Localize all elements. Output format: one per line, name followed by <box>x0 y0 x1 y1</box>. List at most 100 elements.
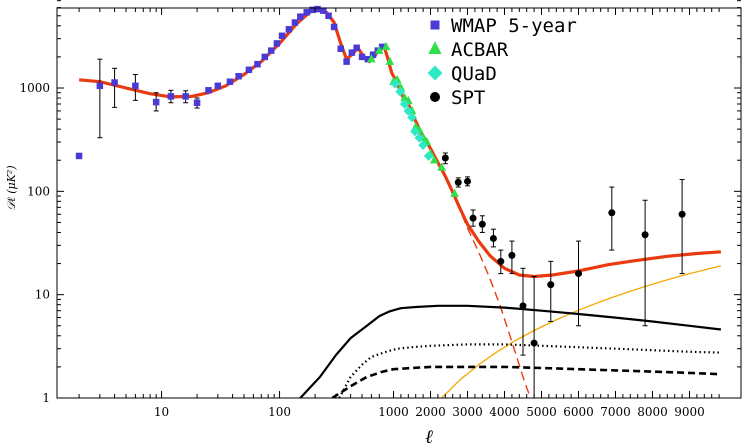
wmap-5-year-point <box>348 49 356 56</box>
y-tick-label: 1 <box>42 391 50 405</box>
spt-point <box>530 339 538 347</box>
spt-point <box>508 251 516 259</box>
spt-point <box>547 281 555 289</box>
spt-point <box>519 302 527 310</box>
wmap-5-year-point <box>309 6 316 14</box>
wmap-5-year-point <box>226 78 234 85</box>
x-tick-label: 100 <box>268 405 291 419</box>
wmap-5-year-point <box>75 152 83 160</box>
wmap-5-year-point <box>378 43 386 51</box>
wmap-5-year-point <box>152 98 160 106</box>
x-tick-label: 1000 <box>378 405 409 419</box>
wmap-5-year-point <box>369 51 377 58</box>
spt-point <box>489 234 497 242</box>
spt-point <box>497 257 505 265</box>
wmap-5-year-point <box>235 72 242 80</box>
spt-point <box>678 210 686 218</box>
quad-point <box>399 99 410 109</box>
wmap-5-year-point <box>343 58 350 65</box>
wmap-5-year-point <box>214 82 222 90</box>
wmap-5-year-point <box>303 9 310 16</box>
model-curve-dashed-thin <box>444 175 532 398</box>
wmap-5-year-point <box>314 5 321 13</box>
acbar-point <box>381 41 391 51</box>
quad-point <box>403 106 414 116</box>
x-tick-label: 10 <box>154 405 169 419</box>
legend-label: ACBAR <box>451 39 509 61</box>
x-tick-label: 5000 <box>526 405 557 419</box>
quad-point <box>414 132 425 143</box>
legend-label: QUaD <box>451 63 497 85</box>
spt-point <box>464 177 472 185</box>
x-tick-label: 6000 <box>563 405 594 419</box>
legend-marker <box>430 20 440 30</box>
legend-item: QUaD <box>427 63 497 85</box>
wmap-5-year-point <box>297 13 304 20</box>
wmap-5-year-point <box>261 53 269 61</box>
legend-marker <box>427 65 443 81</box>
wmap-5-year-point <box>291 19 299 26</box>
acbar-point <box>367 54 376 63</box>
data-points <box>75 5 686 347</box>
x-tick-label: 3000 <box>452 405 483 419</box>
wmap-5-year-point <box>254 60 261 68</box>
model-curve-solid-thin <box>441 265 722 398</box>
acbar-point <box>385 56 395 65</box>
acbar-point <box>437 162 446 171</box>
x-tick-label: 4000 <box>489 405 520 419</box>
acbar-point <box>374 45 384 54</box>
quad-point <box>390 78 401 89</box>
wmap-5-year-point <box>320 7 327 14</box>
model-curve-dotted <box>338 343 721 398</box>
x-axis-label: ℓ <box>425 426 433 448</box>
acbar-point <box>450 188 459 197</box>
quad-point <box>410 126 420 137</box>
y-tick-label: 100 <box>27 184 50 198</box>
y-tick-label: 10 <box>35 288 50 302</box>
wmap-5-year-point <box>245 66 253 74</box>
wmap-5-year-point <box>325 12 332 20</box>
x-tick-label: 2000 <box>415 405 446 419</box>
wmap-5-year-point <box>132 82 139 90</box>
spt-point <box>575 270 583 278</box>
legend-label: WMAP 5-year <box>451 15 577 37</box>
wmap-5-year-point <box>364 55 372 63</box>
legend-item: WMAP 5-year <box>430 15 577 37</box>
x-tick-label: 9000 <box>674 405 705 419</box>
plot-frame <box>56 7 742 399</box>
quad-point <box>407 112 417 123</box>
spt-point <box>441 154 449 162</box>
acbar-point <box>429 155 439 164</box>
spt-point <box>608 209 616 217</box>
x-tick-label: 7000 <box>600 405 631 419</box>
x-tick-label: 8000 <box>637 405 668 419</box>
quad-point <box>418 140 428 151</box>
y-tick-label: 1000 <box>19 81 50 95</box>
wmap-5-year-point <box>330 23 338 31</box>
wmap-5-year-point <box>205 87 212 94</box>
legend-marker <box>430 92 440 102</box>
wmap-5-year-point <box>337 45 344 52</box>
wmap-5-year-point <box>278 32 286 40</box>
wmap-5-year-point <box>111 79 118 86</box>
legend-marker <box>428 41 442 54</box>
wmap-5-year-point <box>285 26 293 33</box>
wmap-5-year-point <box>96 82 104 90</box>
legend-item: ACBAR <box>428 39 509 61</box>
wmap-5-year-point <box>182 93 189 100</box>
spt-point <box>641 231 649 239</box>
wmap-5-year-point <box>267 47 275 54</box>
axes: 10 100 1000 2000 3000 4000 5000 6000 7000 8000 900… <box>5 0 742 448</box>
spt-point <box>454 178 462 186</box>
model-curves <box>78 8 722 398</box>
model-curve-solid <box>299 304 722 398</box>
legend-item: SPT <box>430 87 485 109</box>
quad-point <box>423 151 434 161</box>
model-curve-solid-thick <box>78 8 722 279</box>
wmap-5-year-point <box>273 40 281 47</box>
spt-point <box>469 214 477 222</box>
wmap-5-year-point <box>358 53 366 61</box>
spt-point <box>478 220 486 228</box>
legend-label: SPT <box>451 87 485 109</box>
